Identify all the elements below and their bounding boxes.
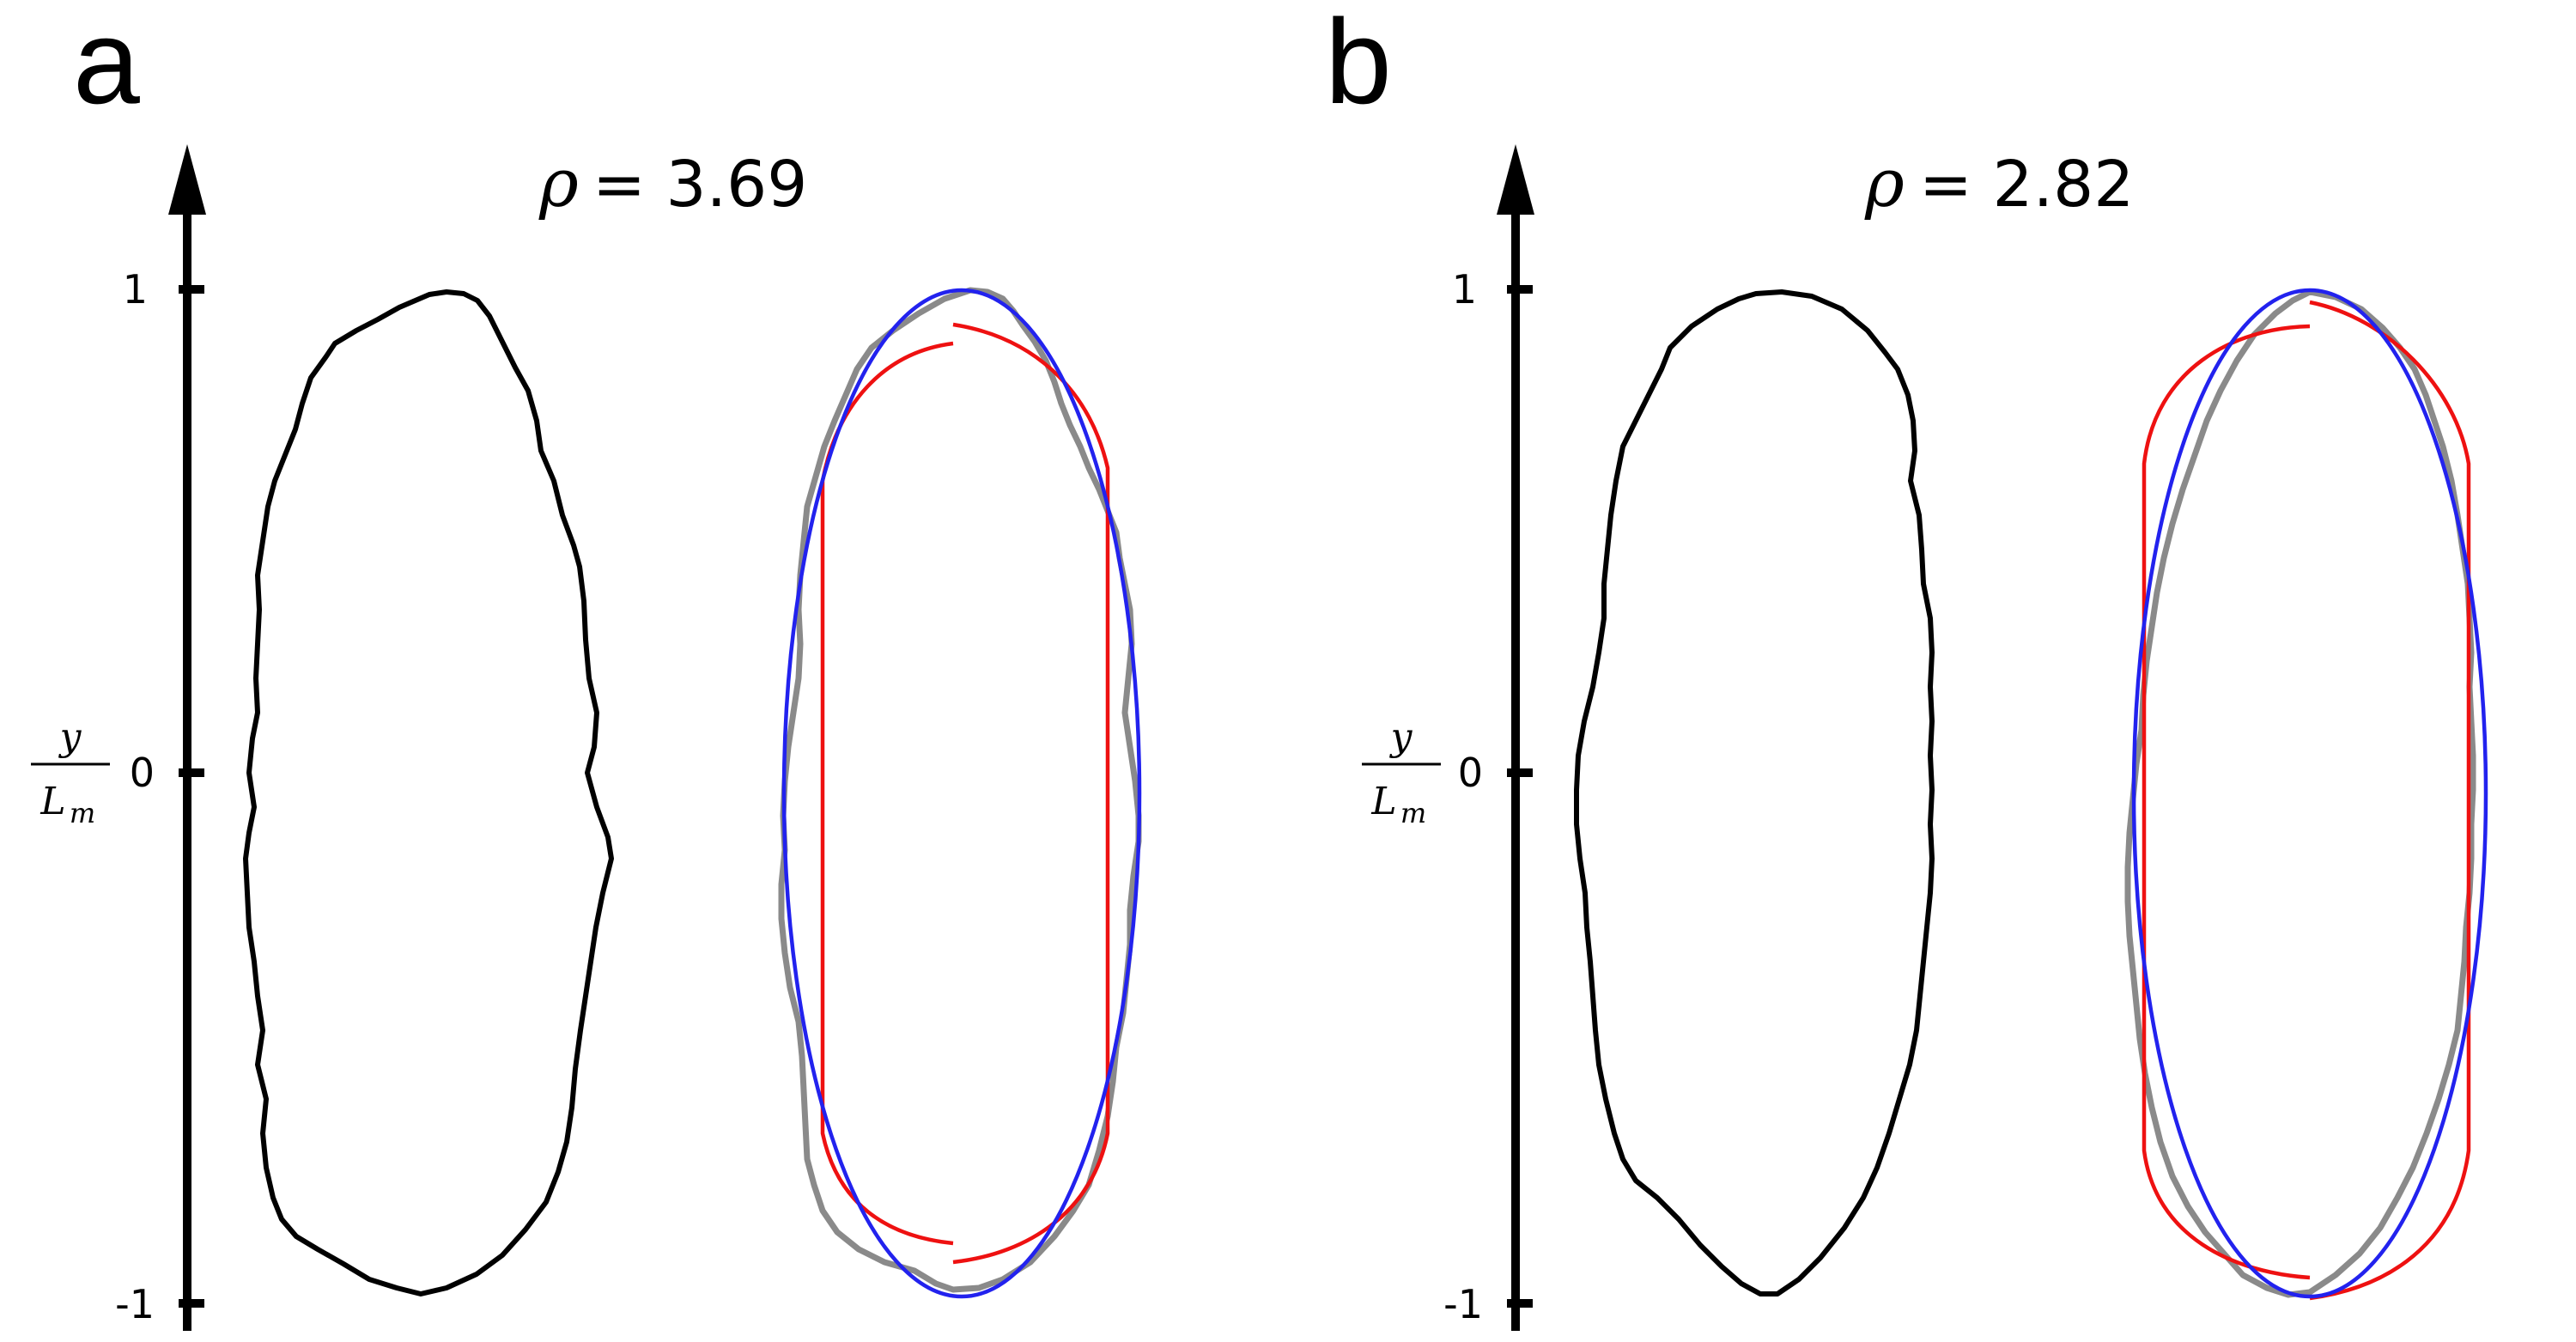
- y-tick-label-a-0: 0: [130, 750, 155, 796]
- panel-letter-b: b: [1325, 0, 1392, 129]
- rho-title-a: ρ = 3.69: [538, 145, 807, 222]
- y-axis-label-numerator-a: y: [58, 715, 82, 759]
- rho-value-b: = 2.82: [1919, 148, 2134, 222]
- rho-title-b: ρ = 2.82: [1864, 145, 2134, 222]
- capsule-fit-left-a: [820, 341, 954, 1246]
- y-tick-label-a-m1: -1: [115, 1281, 155, 1327]
- y-axis-label-denominator-a: L: [39, 780, 65, 823]
- y-axis-arrow-a: [168, 144, 206, 215]
- rho-value-a: = 3.69: [592, 148, 807, 222]
- capsule-fit-right-a: [952, 322, 1110, 1265]
- y-axis-label-subscript-b: m: [1400, 797, 1426, 829]
- cell-overlay-contour-b: [2124, 288, 2476, 1298]
- y-axis-label-subscript-a: m: [70, 797, 95, 829]
- rho-symbol-a: ρ: [538, 145, 579, 222]
- y-tick-label-b-m1: -1: [1443, 1281, 1483, 1327]
- cell-contour-a: [243, 289, 614, 1296]
- capsule-fit-left-b: [2142, 324, 2311, 1280]
- rho-symbol-b: ρ: [1864, 145, 1905, 222]
- y-axis-b: 1 0 -1 y L m: [1362, 144, 1534, 1331]
- y-axis-label-a: y L m: [31, 715, 110, 829]
- panel-letter-a: a: [73, 0, 140, 129]
- ellipse-fit-b: [2131, 288, 2488, 1299]
- y-axis-label-denominator-b: L: [1370, 780, 1396, 823]
- y-axis-a: 1 0 -1 y L m: [31, 144, 206, 1331]
- panel-a: a ρ = 3.69 1 0 -1 y L m: [31, 0, 1142, 1331]
- y-axis-label-b: y L m: [1362, 715, 1441, 829]
- ellipse-fit-a: [781, 288, 1142, 1299]
- cell-contour-b: [1574, 289, 1935, 1296]
- panel-b: b ρ = 2.82 1 0 -1 y L m: [1325, 0, 2488, 1331]
- y-axis-arrow-b: [1497, 144, 1534, 215]
- y-tick-label-b-0: 0: [1458, 750, 1483, 796]
- y-axis-label-numerator-b: y: [1389, 715, 1413, 759]
- y-tick-label-a-1: 1: [123, 266, 148, 313]
- y-tick-label-b-1: 1: [1452, 266, 1477, 313]
